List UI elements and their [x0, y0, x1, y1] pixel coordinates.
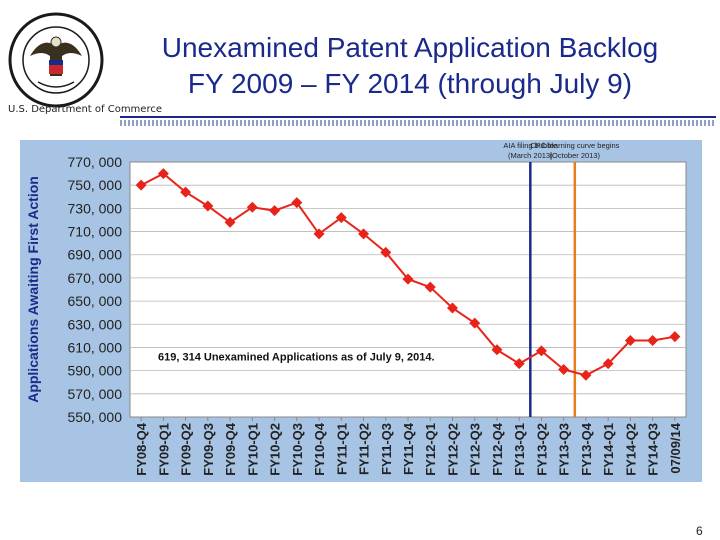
y-tick-label: 710, 000 — [68, 224, 123, 240]
y-tick-label: 630, 000 — [68, 316, 123, 332]
title-line-2: FY 2009 – FY 2014 (through July 9) — [187, 68, 633, 99]
data-point — [513, 358, 525, 370]
data-point — [180, 186, 192, 198]
x-tick-label: FY11-Q2 — [357, 423, 372, 475]
x-tick-label: FY14-Q3 — [646, 423, 661, 476]
data-point — [446, 302, 458, 314]
data-point — [491, 344, 503, 356]
data-point — [402, 273, 414, 285]
y-tick-label: 690, 000 — [68, 247, 123, 263]
y-tick-label: 670, 000 — [68, 270, 123, 286]
cpc-annotation-line2: (October 2013) — [550, 151, 601, 160]
data-point — [380, 246, 392, 258]
data-point — [157, 168, 169, 180]
data-point — [669, 331, 681, 343]
y-tick-label: 610, 000 — [68, 339, 123, 355]
plot-area — [129, 161, 687, 418]
y-tick-label: 650, 000 — [68, 293, 123, 309]
y-tick-label: 730, 000 — [68, 200, 123, 216]
data-point — [424, 281, 436, 293]
y-tick-label: 550, 000 — [68, 409, 123, 425]
uspto-seal-logo — [8, 12, 104, 108]
aia-annotation-line2: (March 2013) — [508, 151, 553, 160]
data-point — [647, 335, 659, 346]
x-tick-label: FY11-Q1 — [334, 423, 349, 475]
x-tick-label: FY12-Q1 — [423, 423, 438, 476]
data-point — [469, 317, 481, 329]
aia-annotation-line1: AIA filing bubble — [503, 141, 557, 150]
x-tick-label: FY14-Q2 — [623, 423, 638, 476]
x-tick-label: FY09-Q2 — [179, 423, 194, 476]
data-point — [335, 212, 347, 224]
data-point — [558, 363, 570, 375]
x-tick-label: FY09-Q3 — [201, 423, 216, 476]
x-tick-label: FY09-Q4 — [223, 422, 238, 476]
cpc-annotation-line1: CPC learning curve begins — [530, 141, 619, 150]
y-tick-label: 590, 000 — [68, 363, 123, 379]
department-label: U.S. Department of Commerce — [8, 104, 162, 115]
page-number: 6 — [696, 524, 703, 538]
y-axis-label: Applications Awaiting First Action — [25, 176, 41, 403]
data-point — [291, 197, 303, 209]
x-tick-label: FY11-Q3 — [379, 423, 394, 475]
x-tick-label: FY09-Q1 — [156, 423, 171, 476]
y-tick-label: 770, 000 — [68, 154, 123, 170]
backlog-line-chart: 770, 000 750, 000 730, 000 710, 000 690, 000… — [20, 140, 702, 482]
data-point — [624, 335, 636, 346]
x-tick-label: FY13-Q3 — [557, 423, 572, 476]
data-point — [224, 216, 236, 228]
data-point — [358, 228, 370, 240]
header-rule — [120, 116, 716, 118]
x-tick-label: 07/09/14 — [668, 422, 683, 473]
x-tick-label: FY14-Q1 — [601, 423, 616, 476]
x-tick-label: FY10-Q1 — [245, 423, 260, 476]
x-tick-label: FY12-Q3 — [468, 423, 483, 476]
x-tick-label: FY13-Q1 — [512, 423, 527, 476]
data-point — [602, 358, 614, 370]
data-point — [535, 345, 547, 357]
callout-label: 619, 314 Unexamined Applications as of J… — [158, 352, 435, 364]
x-tick-label: FY10-Q3 — [290, 423, 305, 476]
data-point — [269, 205, 281, 217]
data-point — [135, 179, 147, 191]
data-point — [246, 201, 258, 213]
x-tick-label: FY12-Q4 — [490, 422, 505, 476]
data-point — [580, 369, 592, 381]
x-tick-label: FY11-Q4 — [401, 422, 416, 475]
x-tick-label: FY08-Q4 — [134, 422, 149, 476]
x-tick-label: FY12-Q2 — [445, 423, 460, 476]
data-point — [202, 200, 214, 212]
header-dotted-bar — [120, 120, 716, 126]
x-tick-label: FY13-Q4 — [579, 422, 594, 476]
y-tick-label: 570, 000 — [68, 386, 123, 402]
data-point — [313, 228, 325, 240]
title-line-1: Unexamined Patent Application Backlog — [161, 32, 659, 63]
x-tick-label: FY10-Q4 — [312, 422, 327, 476]
x-tick-label: FY13-Q2 — [534, 423, 549, 476]
x-tick-label: FY10-Q2 — [268, 423, 283, 476]
y-tick-label: 750, 000 — [68, 177, 123, 193]
page-title: Unexamined Patent Application Backlog FY… — [120, 30, 700, 102]
